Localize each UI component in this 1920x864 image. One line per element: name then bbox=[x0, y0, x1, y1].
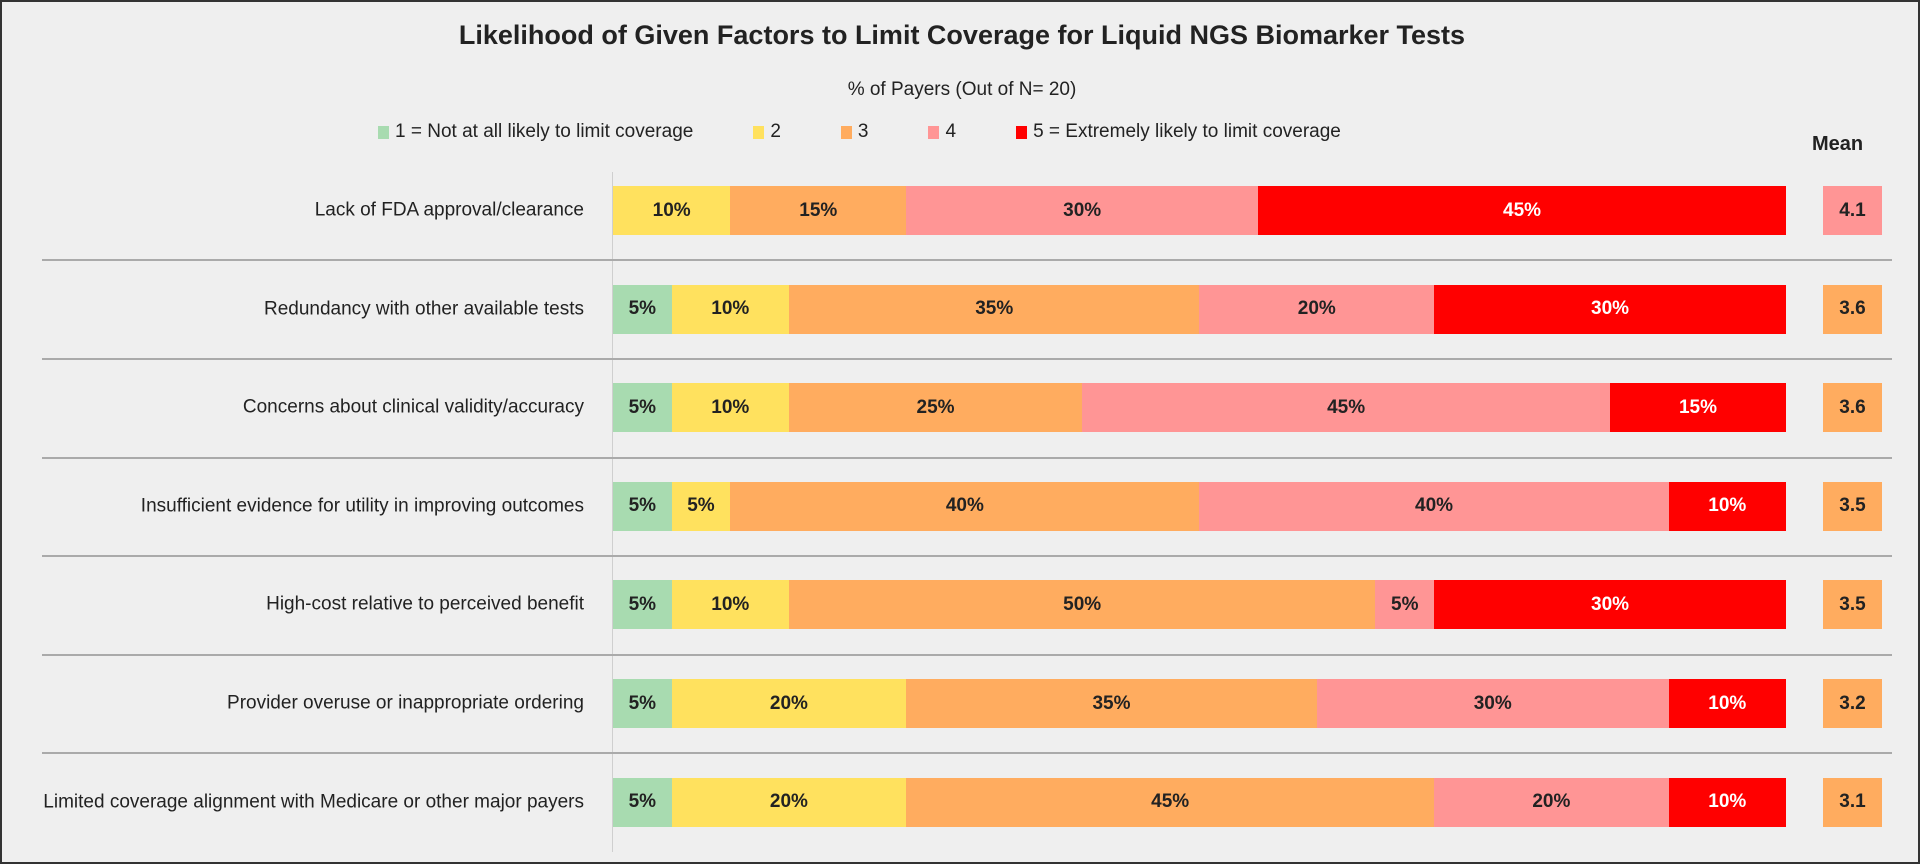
legend-swatch bbox=[378, 125, 389, 139]
stacked-bar: 5% 10% 50% 5% 30% bbox=[613, 580, 1786, 630]
chart-title: Likelihood of Given Factors to Limit Cov… bbox=[458, 20, 1466, 50]
row-separator bbox=[42, 555, 1892, 558]
legend-swatch bbox=[840, 125, 852, 139]
legend-label: 5 = Extremely likely to limit coverage bbox=[1033, 121, 1341, 142]
category-label: Provider overuse or inappropriate orderi… bbox=[227, 692, 584, 714]
legend-item: 3 bbox=[840, 121, 869, 143]
row-separator bbox=[42, 752, 1892, 755]
mean-value: 3.5 bbox=[1823, 580, 1882, 630]
category-label: Concerns about clinical validity/accurac… bbox=[242, 396, 584, 418]
stacked-bar: 5% 10% 35% 20% 30% bbox=[613, 284, 1786, 334]
legend-swatch bbox=[928, 125, 940, 139]
bar-segment: 30% bbox=[1316, 679, 1669, 728]
mean-value: 3.5 bbox=[1823, 481, 1882, 531]
category-label: High-cost relative to perceived benefit bbox=[266, 593, 584, 615]
bar-segment: 10% bbox=[671, 383, 789, 433]
bar-segment: 30% bbox=[1434, 284, 1786, 334]
stacked-bar: 10% 15% 30% 45% bbox=[613, 186, 1786, 235]
row-separator bbox=[42, 357, 1892, 360]
mean-value: 3.2 bbox=[1823, 679, 1882, 728]
bar-segment: 15% bbox=[730, 186, 907, 235]
mean-value: 3.6 bbox=[1823, 284, 1882, 334]
bar-segment: 10% bbox=[671, 284, 789, 334]
bar-segment: 10% bbox=[1668, 777, 1786, 827]
row-separator bbox=[42, 653, 1892, 656]
mean-value: 4.1 bbox=[1823, 186, 1882, 235]
bar-segment: 5% bbox=[1375, 580, 1435, 630]
bar-segment: 35% bbox=[906, 679, 1317, 728]
bar-segment: 20% bbox=[671, 679, 907, 728]
legend-item: 1 = Not at all likely to limit coverage bbox=[378, 121, 693, 143]
legend-label: 2 bbox=[770, 121, 781, 142]
bar-segment: 50% bbox=[788, 580, 1376, 630]
category-label: Redundancy with other available tests bbox=[263, 298, 584, 320]
legend-swatch bbox=[1016, 125, 1028, 139]
bar-segment: 20% bbox=[1434, 777, 1669, 827]
bar-segment: 30% bbox=[1434, 580, 1786, 630]
stacked-bar: 5% 10% 25% 45% 15% bbox=[613, 383, 1786, 433]
bar-segment: 5% bbox=[613, 679, 672, 728]
bar-segment: 20% bbox=[671, 777, 907, 827]
mean-header: Mean bbox=[1812, 133, 1864, 155]
bar-segment: 45% bbox=[1258, 186, 1786, 235]
bar-segment: 40% bbox=[1199, 481, 1669, 531]
bar-segment: 5% bbox=[671, 481, 731, 531]
legend-label: 3 bbox=[857, 121, 869, 142]
bar-segment: 25% bbox=[788, 383, 1083, 433]
row-separator bbox=[42, 456, 1892, 459]
bar-segment: 10% bbox=[1668, 481, 1786, 531]
mean-value: 3.1 bbox=[1823, 777, 1882, 827]
category-axis-line bbox=[612, 172, 613, 852]
legend-item: 2 bbox=[753, 121, 781, 143]
bar-segment: 10% bbox=[1668, 679, 1786, 728]
mean-value: 3.6 bbox=[1823, 383, 1882, 433]
legend-item: 5 = Extremely likely to limit coverage bbox=[1016, 121, 1341, 143]
bar-segment: 5% bbox=[613, 777, 672, 827]
legend-swatch bbox=[753, 125, 765, 139]
category-label: Insufficient evidence for utility in imp… bbox=[140, 495, 584, 517]
bar-segment: 5% bbox=[613, 284, 672, 334]
legend-item: 4 bbox=[928, 121, 956, 143]
stacked-bar: 5% 20% 35% 30% 10% bbox=[613, 679, 1786, 728]
bar-segment: 10% bbox=[671, 580, 789, 630]
chart-subtitle: % of Payers (Out of N= 20) bbox=[847, 79, 1077, 100]
bar-segment: 10% bbox=[613, 186, 731, 235]
legend-label: 1 = Not at all likely to limit coverage bbox=[395, 121, 694, 142]
category-label: Limited coverage alignment with Medicare… bbox=[43, 791, 584, 813]
category-label: Lack of FDA approval/clearance bbox=[314, 199, 584, 221]
bar-segment: 5% bbox=[613, 481, 672, 531]
stacked-bar: 5% 20% 45% 20% 10% bbox=[613, 777, 1786, 827]
row-separator bbox=[42, 259, 1892, 262]
bar-segment: 40% bbox=[730, 481, 1200, 531]
bar-segment: 45% bbox=[1082, 383, 1611, 433]
stacked-bar: 5% 5% 40% 40% 10% bbox=[613, 481, 1786, 531]
bar-segment: 45% bbox=[906, 777, 1435, 827]
bar-segment: 15% bbox=[1610, 383, 1786, 433]
bar-segment: 35% bbox=[788, 284, 1200, 334]
bar-segment: 20% bbox=[1199, 284, 1435, 334]
bar-segment: 5% bbox=[613, 383, 672, 433]
legend-label: 4 bbox=[945, 121, 957, 142]
bar-segment: 5% bbox=[613, 580, 672, 630]
legend: 1 = Not at all likely to limit coverage 2… bbox=[378, 121, 1401, 143]
bar-segment: 30% bbox=[906, 186, 1259, 235]
